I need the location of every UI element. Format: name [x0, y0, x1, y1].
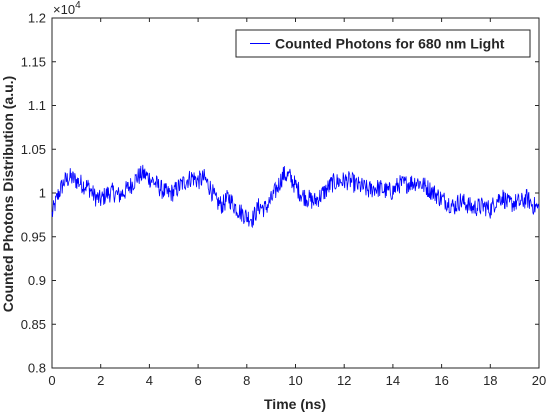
x-tick-label: 20 — [532, 373, 546, 388]
y-tick-label: 1.05 — [21, 142, 46, 157]
y-tick-label: 0.9 — [28, 273, 46, 288]
y-tick-label: 1.2 — [28, 11, 46, 26]
y-tick-label: 1.15 — [21, 54, 46, 69]
x-tick-label: 12 — [337, 373, 351, 388]
legend: Counted Photons for 680 nm Light — [235, 29, 531, 58]
y-axis-exponent-base: ×10 — [53, 2, 75, 17]
legend-box — [235, 29, 531, 58]
y-axis-exponent: ×104 — [53, 0, 81, 17]
y-axis-label: Counted Photons Distribution (a.u.) — [0, 76, 16, 312]
x-tick-label: 18 — [483, 373, 497, 388]
y-axis-ticks: 0.8 0.85 0.9 0.95 1 1.05 1.1 1.15 1.2 — [21, 11, 539, 376]
x-tick-label: 2 — [97, 373, 104, 388]
y-tick-label: 0.85 — [21, 317, 46, 332]
x-tick-label: 0 — [48, 373, 55, 388]
x-tick-label: 6 — [194, 373, 201, 388]
series-line — [51, 164, 540, 229]
x-axis-label: Time (ns) — [264, 396, 326, 412]
y-axis-exponent-power: 4 — [75, 0, 81, 11]
plot-area — [51, 17, 540, 369]
x-tick-label: 10 — [288, 373, 302, 388]
y-tick-label: 1 — [39, 186, 46, 201]
x-tick-label: 4 — [146, 373, 153, 388]
y-tick-label: 0.95 — [21, 229, 46, 244]
legend-series-name: Counted Photons for 680 nm Light — [275, 36, 505, 52]
y-tick-label: 1.1 — [28, 98, 46, 113]
series-layer — [51, 164, 540, 229]
x-axis-ticks: 0 2 4 6 8 10 12 14 16 18 20 — [48, 18, 546, 388]
y-tick-label: 0.8 — [28, 361, 46, 376]
x-tick-label: 8 — [243, 373, 250, 388]
x-tick-label: 14 — [386, 373, 400, 388]
x-tick-label: 16 — [434, 373, 448, 388]
